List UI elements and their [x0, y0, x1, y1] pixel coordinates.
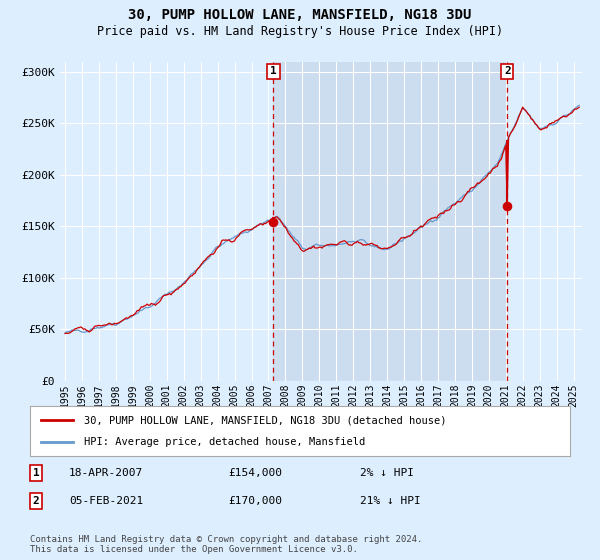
Text: 2% ↓ HPI: 2% ↓ HPI [360, 468, 414, 478]
Text: 1: 1 [270, 67, 277, 76]
Text: Contains HM Land Registry data © Crown copyright and database right 2024.
This d: Contains HM Land Registry data © Crown c… [30, 535, 422, 554]
Text: HPI: Average price, detached house, Mansfield: HPI: Average price, detached house, Mans… [84, 437, 365, 447]
Text: 2: 2 [32, 496, 40, 506]
Text: 05-FEB-2021: 05-FEB-2021 [69, 496, 143, 506]
Text: 30, PUMP HOLLOW LANE, MANSFIELD, NG18 3DU (detached house): 30, PUMP HOLLOW LANE, MANSFIELD, NG18 3D… [84, 415, 446, 425]
Point [269, 218, 278, 227]
Text: 18-APR-2007: 18-APR-2007 [69, 468, 143, 478]
Point [502, 201, 512, 210]
Text: Price paid vs. HM Land Registry's House Price Index (HPI): Price paid vs. HM Land Registry's House … [97, 25, 503, 38]
Text: 1: 1 [32, 468, 40, 478]
Text: 2: 2 [504, 67, 511, 76]
Text: £170,000: £170,000 [228, 496, 282, 506]
Text: 21% ↓ HPI: 21% ↓ HPI [360, 496, 421, 506]
Text: 30, PUMP HOLLOW LANE, MANSFIELD, NG18 3DU: 30, PUMP HOLLOW LANE, MANSFIELD, NG18 3D… [128, 8, 472, 22]
Bar [274, 62, 507, 381]
Text: £154,000: £154,000 [228, 468, 282, 478]
